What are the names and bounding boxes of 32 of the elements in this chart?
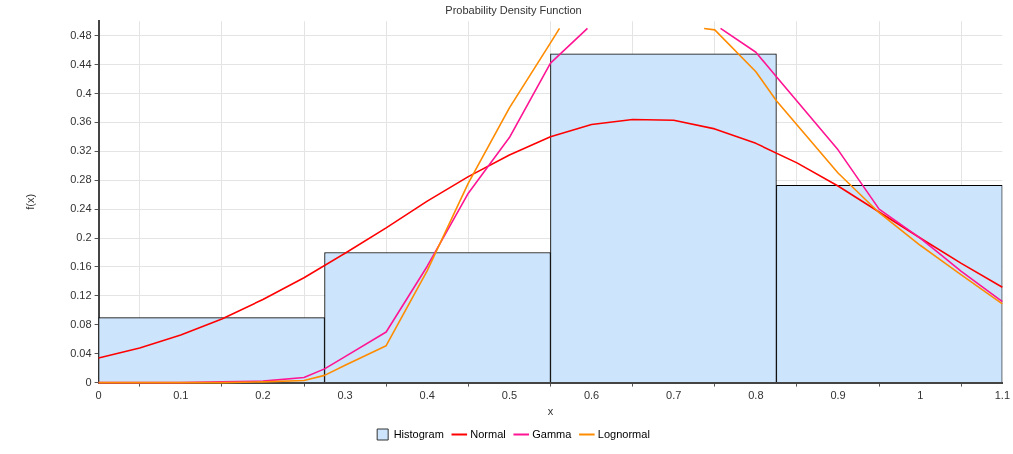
- x-tick-label: 0.7: [666, 389, 682, 402]
- x-tick-label: 0.2: [255, 389, 271, 402]
- x-tick-label: 0.8: [748, 389, 764, 402]
- x-tick-label: 0.9: [830, 389, 846, 402]
- x-tick-label: 1: [917, 389, 924, 402]
- y-tick-label: 0.24: [70, 202, 92, 215]
- y-tick-label: 0.44: [70, 57, 92, 70]
- legend-label: Histogram: [393, 427, 444, 440]
- y-tick-label: 0.32: [70, 144, 92, 157]
- y-tick-label: 0.2: [76, 231, 92, 244]
- x-tick-label: 0.5: [501, 389, 518, 402]
- legend-label: Normal: [470, 427, 506, 440]
- y-tick-label: 0.28: [70, 173, 92, 186]
- y-tick-label: 0: [85, 375, 92, 388]
- y-tick-label: 0.16: [70, 259, 92, 272]
- y-tick-label: 0.4: [76, 86, 92, 99]
- y-tick-label: 0.12: [70, 288, 92, 301]
- legend-label: Gamma: [532, 427, 573, 440]
- y-tick-label: 0.36: [70, 115, 92, 128]
- y-axis-title: f(x): [23, 193, 36, 210]
- x-tick-label: 1.1: [994, 389, 1010, 402]
- x-axis-title: x: [547, 405, 554, 418]
- x-tick-label: 0.3: [337, 389, 353, 402]
- y-tick-label: 0.04: [70, 346, 92, 359]
- y-tick-label: 0.48: [70, 28, 92, 41]
- x-tick-label: 0.1: [173, 389, 189, 402]
- x-tick-label: 0: [95, 389, 102, 402]
- y-tick-label: 0.08: [70, 317, 92, 330]
- legend-label: Lognormal: [597, 427, 650, 440]
- x-tick-label: 0.4: [419, 389, 435, 402]
- x-tick-label: 0.6: [583, 389, 600, 402]
- chart-title: Probability Density Function: [445, 3, 582, 16]
